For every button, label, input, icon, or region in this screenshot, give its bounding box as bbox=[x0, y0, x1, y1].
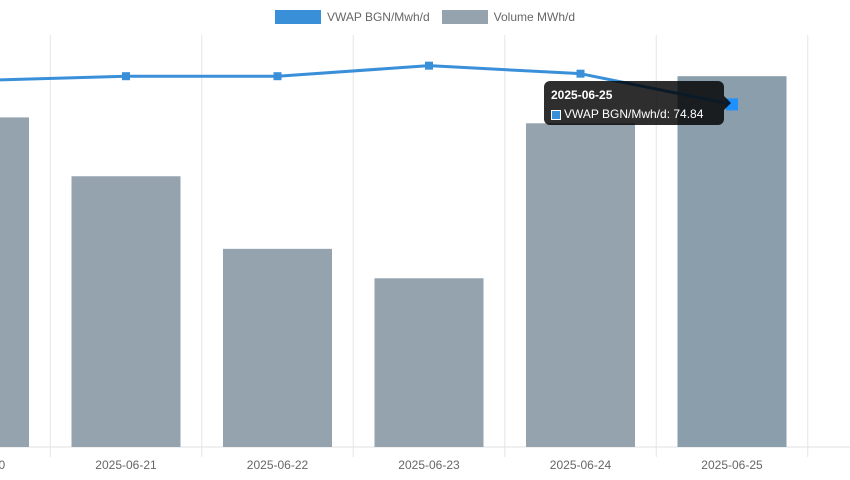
point-vwap bbox=[122, 72, 130, 81]
x-tick-label: 2025-06-25 bbox=[701, 458, 763, 472]
bar-volume bbox=[0, 117, 29, 448]
tooltip-caret bbox=[724, 96, 731, 110]
x-tick-label: 2025-06-24 bbox=[550, 458, 612, 472]
bar-volume bbox=[223, 248, 332, 447]
line-vwap bbox=[0, 64, 733, 106]
tooltip-text: VWAP BGN/Mwh/d: 74.84 bbox=[564, 107, 704, 121]
bar-volume bbox=[677, 76, 787, 447]
x-tick-label: 2025-06-21 bbox=[95, 458, 157, 472]
bar-volume bbox=[71, 176, 181, 447]
legend-item-vwap[interactable]: VWAP BGN/Mwh/d bbox=[274, 10, 430, 24]
point-vwap bbox=[576, 69, 585, 78]
point-vwap bbox=[273, 72, 282, 81]
legend: VWAP BGN/Mwh/d Volume MWh/d bbox=[0, 8, 850, 26]
tooltip-title: 2025-06-25 bbox=[551, 88, 613, 102]
tooltip-row: VWAP BGN/Mwh/d: 74.84 bbox=[551, 105, 717, 124]
x-tick-label: 2025-06-23 bbox=[398, 458, 460, 472]
tooltip-swatch bbox=[551, 109, 561, 120]
point-vwap bbox=[425, 61, 433, 70]
legend-label-volume: Volume MWh/d bbox=[493, 10, 576, 24]
x-tick-label: 2025-06-20 bbox=[0, 458, 6, 472]
bar-volume bbox=[374, 278, 484, 447]
tooltip: 2025-06-25 VWAP BGN/Mwh/d: 74.84 bbox=[544, 81, 724, 125]
legend-swatch-vwap bbox=[274, 10, 321, 24]
bar-volume bbox=[526, 123, 635, 448]
x-tick-label: 2025-06-22 bbox=[247, 458, 309, 472]
legend-label-vwap: VWAP BGN/Mwh/d bbox=[326, 10, 430, 24]
legend-item-volume[interactable]: Volume MWh/d bbox=[441, 10, 576, 24]
legend-swatch-volume bbox=[441, 10, 488, 24]
